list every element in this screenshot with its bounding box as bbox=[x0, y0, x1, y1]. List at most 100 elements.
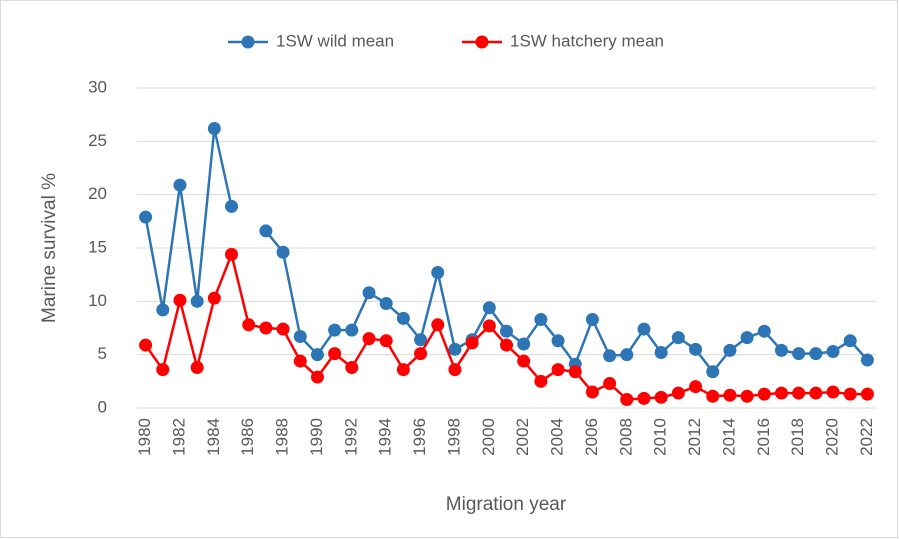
data-point bbox=[396, 311, 410, 325]
data-point bbox=[414, 347, 428, 361]
x-tick-label: 2020 bbox=[823, 418, 842, 456]
data-point bbox=[139, 338, 153, 352]
data-point bbox=[500, 324, 513, 338]
data-point bbox=[414, 333, 428, 347]
data-point bbox=[706, 365, 720, 379]
x-tick-label: 1988 bbox=[273, 418, 292, 456]
data-point bbox=[328, 347, 342, 361]
data-point bbox=[293, 330, 307, 344]
data-point bbox=[826, 385, 840, 399]
x-tick-label: 2012 bbox=[685, 418, 704, 456]
data-point bbox=[139, 210, 153, 224]
data-point bbox=[671, 331, 685, 345]
x-tick-label: 2022 bbox=[857, 418, 876, 456]
data-point bbox=[310, 370, 324, 384]
data-point bbox=[620, 348, 634, 362]
data-point bbox=[328, 323, 342, 337]
data-point bbox=[774, 343, 788, 357]
y-tick-label: 20 bbox=[88, 184, 107, 203]
data-point bbox=[568, 365, 582, 379]
x-tick-label: 1984 bbox=[204, 418, 223, 456]
x-tick-label: 2000 bbox=[479, 418, 498, 456]
data-point bbox=[774, 386, 788, 400]
data-point bbox=[207, 291, 221, 305]
y-tick-label: 25 bbox=[88, 131, 107, 150]
data-point bbox=[603, 349, 617, 363]
data-point bbox=[792, 386, 806, 400]
data-point bbox=[431, 318, 445, 332]
legend-marker bbox=[475, 35, 489, 49]
data-point bbox=[826, 344, 840, 358]
data-point bbox=[843, 334, 857, 348]
data-point bbox=[482, 319, 496, 333]
data-point bbox=[310, 348, 324, 362]
x-tick-label: 2010 bbox=[651, 418, 670, 456]
data-point bbox=[225, 247, 239, 261]
data-point bbox=[723, 343, 737, 357]
x-tick-label: 2016 bbox=[754, 418, 773, 456]
data-point bbox=[534, 312, 548, 326]
data-point bbox=[654, 346, 668, 360]
data-point bbox=[276, 245, 290, 259]
data-point bbox=[637, 322, 651, 336]
data-point bbox=[156, 363, 170, 377]
data-point bbox=[345, 360, 359, 374]
data-point bbox=[500, 338, 513, 352]
data-point bbox=[551, 334, 565, 348]
data-point bbox=[293, 354, 307, 368]
data-point bbox=[345, 323, 359, 337]
data-point bbox=[534, 374, 548, 388]
y-axis-title: Marine survival % bbox=[39, 173, 60, 323]
x-tick-label: 1994 bbox=[376, 418, 395, 456]
data-point bbox=[276, 322, 290, 336]
legend-label: 1SW hatchery mean bbox=[510, 31, 664, 50]
data-point bbox=[585, 312, 599, 326]
x-tick-label: 2018 bbox=[788, 418, 807, 456]
data-point bbox=[465, 336, 479, 350]
x-tick-label: 2008 bbox=[616, 418, 635, 456]
data-point bbox=[207, 122, 221, 136]
data-point bbox=[843, 387, 857, 401]
data-point bbox=[860, 353, 874, 367]
data-point bbox=[517, 354, 531, 368]
data-point bbox=[706, 389, 720, 403]
data-point bbox=[740, 389, 754, 403]
data-point bbox=[671, 386, 685, 400]
data-point bbox=[757, 324, 771, 338]
x-tick-label: 1980 bbox=[135, 418, 154, 456]
data-point bbox=[637, 391, 651, 405]
data-point bbox=[860, 387, 874, 401]
data-point bbox=[517, 337, 531, 351]
y-tick-label: 10 bbox=[88, 291, 107, 310]
data-point bbox=[740, 331, 754, 345]
data-point bbox=[654, 390, 668, 404]
data-point bbox=[259, 321, 273, 335]
data-point bbox=[603, 376, 617, 390]
data-point bbox=[809, 386, 823, 400]
data-point bbox=[362, 286, 376, 300]
x-tick-label: 1998 bbox=[444, 418, 463, 456]
data-point bbox=[156, 303, 170, 317]
data-point bbox=[379, 296, 393, 310]
x-tick-label: 2002 bbox=[513, 418, 532, 456]
data-point bbox=[689, 380, 703, 394]
x-tick-label: 2014 bbox=[719, 418, 738, 456]
data-point bbox=[362, 332, 376, 346]
data-point bbox=[190, 294, 204, 308]
x-tick-label: 1982 bbox=[169, 418, 188, 456]
data-point bbox=[448, 363, 462, 377]
data-point bbox=[757, 387, 771, 401]
data-point bbox=[482, 301, 496, 315]
x-tick-label: 1996 bbox=[410, 418, 429, 456]
data-point bbox=[379, 334, 393, 348]
x-tick-label: 1986 bbox=[238, 418, 257, 456]
data-point bbox=[585, 385, 599, 399]
data-point bbox=[689, 342, 703, 356]
data-point bbox=[190, 360, 204, 374]
y-tick-label: 15 bbox=[88, 237, 107, 256]
y-tick-label: 0 bbox=[98, 397, 107, 416]
data-point bbox=[225, 199, 239, 213]
data-point bbox=[620, 392, 634, 406]
